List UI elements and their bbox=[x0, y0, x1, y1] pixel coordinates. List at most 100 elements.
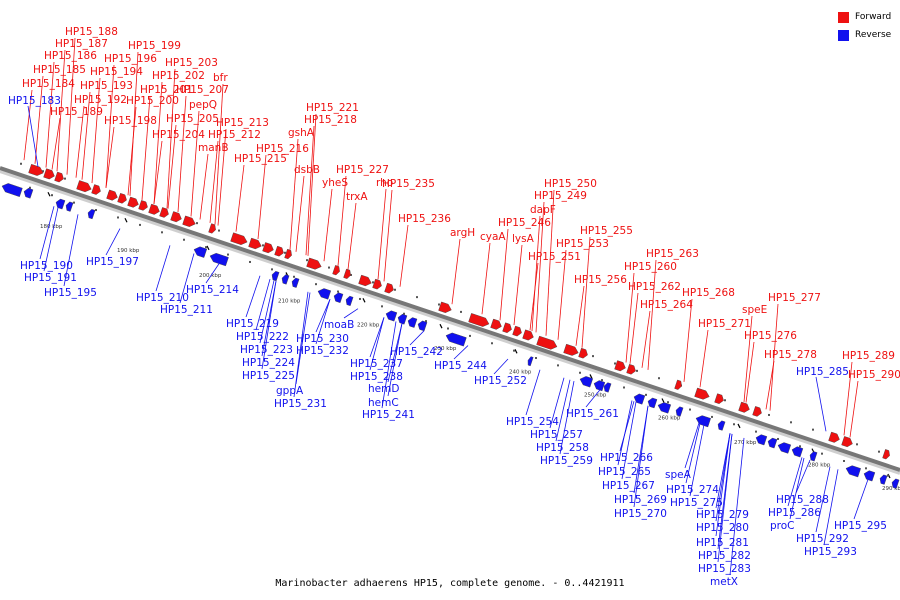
forward-label-line bbox=[647, 259, 657, 370]
reverse-gene bbox=[633, 393, 646, 405]
track-dot bbox=[438, 303, 440, 306]
reverse-gene-label: HP15_281 bbox=[696, 537, 749, 549]
track-dot bbox=[491, 342, 493, 345]
forward-gene-label: HP15_218 bbox=[304, 114, 357, 126]
forward-gene-label: HP15_201 bbox=[140, 84, 193, 96]
forward-gene-label: bfr bbox=[213, 72, 228, 84]
reverse-gene-label: HP15_295 bbox=[834, 520, 887, 532]
forward-gene-label: HP15_215 bbox=[234, 153, 287, 165]
track-dot bbox=[645, 393, 647, 396]
reverse-gene-label: HP15_238 bbox=[350, 371, 403, 383]
forward-gene-label: HP15_185 bbox=[33, 64, 86, 76]
forward-gene bbox=[262, 242, 274, 254]
forward-gene bbox=[159, 207, 169, 218]
track-dot bbox=[689, 408, 691, 411]
track-dot bbox=[667, 401, 669, 404]
forward-label-line bbox=[529, 262, 539, 331]
reverse-label-line bbox=[493, 358, 509, 375]
reverse-gene bbox=[603, 382, 612, 393]
forward-gene bbox=[248, 237, 262, 250]
reverse-label-line bbox=[684, 422, 700, 469]
track-dot bbox=[878, 450, 880, 453]
track-dot bbox=[359, 297, 361, 300]
tick-label: 260 kbp bbox=[658, 416, 681, 422]
reverse-swatch bbox=[838, 29, 849, 41]
reverse-label-line bbox=[795, 459, 811, 494]
reverse-gene bbox=[777, 442, 792, 454]
forward-gene-label: HP15_202 bbox=[152, 70, 205, 82]
reverse-gene bbox=[55, 198, 66, 210]
forward-gene-label: dapF bbox=[530, 204, 556, 216]
reverse-label-line bbox=[617, 400, 633, 466]
track-dot bbox=[724, 399, 726, 402]
forward-gene bbox=[578, 347, 588, 359]
forward-gene bbox=[43, 168, 55, 180]
reverse-gene-label: HP15_275 bbox=[670, 497, 723, 509]
reverse-gene-label: HP15_197 bbox=[86, 256, 139, 268]
reverse-gene-label: HP15_269 bbox=[614, 494, 667, 506]
reverse-label-line bbox=[555, 379, 571, 442]
reverse-label-line bbox=[815, 466, 831, 533]
reverse-gene-label: HP15_211 bbox=[160, 304, 213, 316]
forward-label-line bbox=[91, 77, 101, 184]
reverse-gene-label: HP15_293 bbox=[804, 546, 857, 558]
forward-label-line bbox=[581, 236, 591, 348]
forward-gene-label: HP15_203 bbox=[165, 57, 218, 69]
reverse-gene bbox=[345, 295, 354, 307]
forward-gene-label: HP15_193 bbox=[80, 80, 133, 92]
reverse-gene bbox=[23, 188, 34, 199]
reverse-gene-label: HP15_288 bbox=[776, 494, 829, 506]
reverse-label-line bbox=[27, 105, 39, 167]
forward-label-line bbox=[769, 303, 779, 411]
forward-label-line bbox=[535, 201, 545, 333]
reverse-label-line bbox=[295, 292, 311, 385]
forward-gene bbox=[512, 325, 522, 337]
forward-label-line bbox=[51, 117, 61, 170]
forward-label-line bbox=[337, 175, 347, 266]
reverse-gene bbox=[891, 478, 900, 489]
reverse-gene-label: HP15_292 bbox=[796, 533, 849, 545]
forward-label-line bbox=[167, 124, 177, 209]
forward-gene-label: HP15_263 bbox=[646, 248, 699, 260]
reverse-gene bbox=[527, 356, 534, 367]
reverse-label-line bbox=[685, 423, 701, 484]
forward-gene-label: dsbB bbox=[294, 164, 320, 176]
track-dot bbox=[812, 428, 814, 431]
forward-gene bbox=[738, 401, 750, 413]
forward-label-line bbox=[629, 292, 639, 364]
forward-gene bbox=[674, 379, 682, 390]
forward-label-line bbox=[166, 68, 176, 209]
track-dot bbox=[887, 474, 889, 477]
track-dot bbox=[733, 423, 735, 426]
forward-gene-label: HP15_216 bbox=[256, 143, 309, 155]
reverse-gene bbox=[333, 292, 344, 303]
forward-gene bbox=[91, 184, 101, 195]
forward-gene bbox=[882, 449, 890, 460]
forward-gene bbox=[694, 387, 710, 400]
track-dot bbox=[865, 467, 867, 470]
reverse-label-line bbox=[823, 469, 839, 546]
reverse-gene-label: speA bbox=[665, 469, 692, 481]
forward-gene-label: HP15_264 bbox=[640, 299, 693, 311]
reverse-label-line bbox=[261, 281, 277, 370]
forward-gene bbox=[384, 282, 394, 294]
reverse-gene-label: HP15_252 bbox=[474, 375, 527, 387]
reverse-label-line bbox=[369, 317, 385, 358]
reverse-gene bbox=[755, 434, 768, 446]
forward-label-line bbox=[307, 113, 317, 256]
forward-gene-label: lysA bbox=[512, 233, 535, 245]
forward-gene bbox=[522, 329, 534, 341]
legend: Forward Reverse bbox=[838, 9, 891, 45]
tick-label: 190 kbp bbox=[117, 248, 140, 254]
tick-label: 240 kbp bbox=[509, 369, 532, 375]
reverse-gene-label: hemC bbox=[368, 397, 399, 409]
reverse-gene bbox=[767, 437, 778, 449]
track-dot bbox=[51, 194, 53, 197]
reverse-label-line bbox=[155, 245, 171, 292]
tick-label: 230 kbp bbox=[434, 346, 457, 352]
forward-gene-label: HP15_212 bbox=[208, 129, 261, 141]
forward-gene-label: HP15_276 bbox=[744, 330, 797, 342]
track-dot bbox=[271, 268, 273, 271]
reverse-gene bbox=[647, 397, 658, 409]
forward-label-line bbox=[23, 89, 33, 161]
